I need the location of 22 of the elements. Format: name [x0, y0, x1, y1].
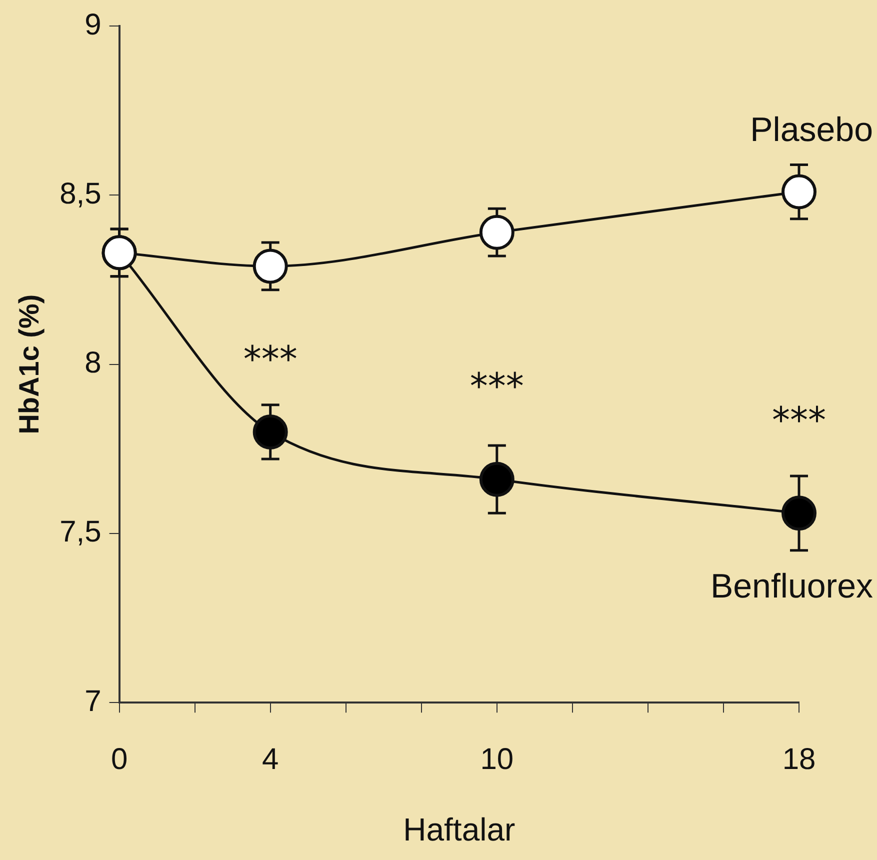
- x-tick-label: 0: [110, 742, 128, 776]
- series-label: Benfluorex: [710, 568, 873, 606]
- x-tick-label: 4: [262, 742, 279, 776]
- point: [252, 414, 288, 450]
- point: [479, 462, 514, 497]
- x-axis-title: Haftalar: [403, 812, 516, 848]
- y-axis-title: HbA1c (%): [14, 294, 45, 434]
- annotation: ***: [772, 400, 826, 442]
- series-label: Plasebo: [750, 111, 873, 150]
- point: [782, 174, 816, 210]
- y-tick-label: 7,5: [60, 516, 102, 549]
- x-tick-label: 10: [480, 742, 514, 776]
- y-tick-label: 8: [84, 346, 102, 380]
- annotation: ***: [470, 366, 524, 408]
- y-tick-label: 9: [84, 8, 102, 42]
- point: [782, 496, 816, 531]
- x-tick-label: 18: [782, 742, 816, 776]
- annotation: ***: [243, 339, 298, 380]
- point: [479, 214, 514, 250]
- y-tick-label: 8,5: [60, 177, 102, 210]
- point: [252, 248, 288, 284]
- y-tick-label: 7: [84, 684, 102, 718]
